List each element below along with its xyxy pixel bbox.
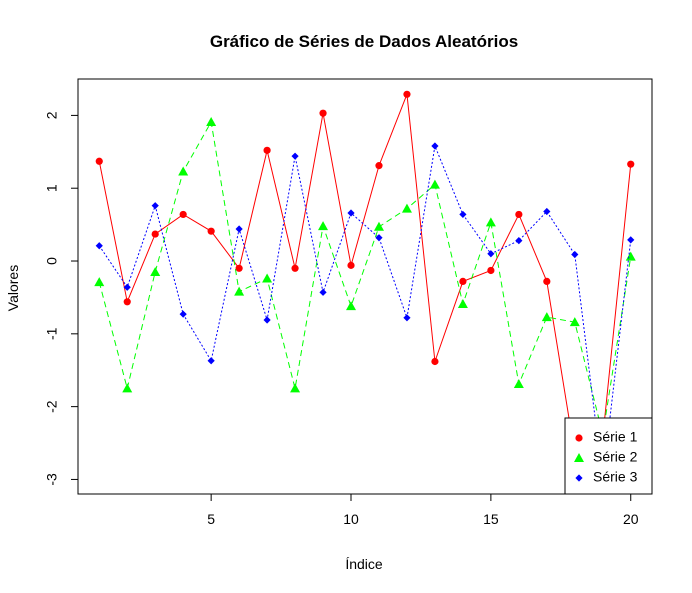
series-line: [98, 120, 632, 435]
data-point: [487, 266, 495, 275]
series-line: [98, 94, 632, 455]
data-point: [347, 209, 355, 217]
data-point: [373, 221, 384, 231]
data-point: [401, 203, 412, 213]
data-point: [627, 236, 635, 244]
data-point: [375, 162, 383, 170]
axes: 5 10 15 20 -3 -2 -1 0 1 2: [44, 78, 653, 527]
data-point: [319, 109, 327, 117]
x-axis-label: Índice: [345, 556, 383, 572]
plot-area: [94, 90, 636, 484]
x-tick-label: 15: [483, 511, 499, 527]
legend: Série 1 Série 2 Série 3: [564, 417, 653, 495]
legend-item: Série 1: [575, 429, 638, 445]
data-point: [459, 277, 467, 286]
series-line: [98, 144, 632, 480]
x-tick-label: 20: [623, 511, 639, 527]
y-tick-label: 2: [44, 111, 60, 119]
data-point: [151, 202, 159, 210]
data-point: [95, 157, 103, 165]
legend-item: Série 3: [575, 469, 638, 485]
chart-title: Gráfico de Séries de Dados Aleatórios: [210, 32, 518, 51]
data-point: [290, 383, 301, 393]
series-1: [95, 90, 635, 458]
data-point: [515, 237, 523, 245]
data-point: [318, 221, 329, 231]
data-point: [403, 90, 411, 98]
data-point: [513, 379, 524, 389]
series-2: [94, 116, 636, 439]
data-point: [403, 314, 411, 322]
data-point: [207, 227, 215, 235]
data-point: [179, 310, 187, 318]
data-point: [627, 160, 635, 168]
data-point: [543, 207, 551, 216]
y-tick-label: 1: [44, 184, 60, 192]
data-point: [179, 210, 187, 219]
data-point: [95, 242, 103, 250]
data-point: [235, 264, 243, 272]
data-point: [151, 230, 159, 238]
y-tick-label: 0: [44, 257, 60, 265]
data-point: [515, 210, 523, 219]
data-point: [459, 210, 467, 219]
y-axis-label: Valores: [5, 265, 21, 311]
legend-label: Série 1: [593, 429, 638, 445]
data-point: [575, 474, 583, 482]
y-tick-label: -1: [44, 327, 60, 340]
data-point: [457, 298, 468, 308]
data-point: [431, 357, 439, 366]
data-point: [123, 283, 131, 291]
legend-item: Série 2: [574, 449, 638, 465]
data-point: [178, 166, 189, 176]
data-point: [319, 288, 327, 296]
data-point: [575, 434, 583, 442]
data-point: [571, 250, 579, 259]
legend-label: Série 3: [593, 469, 638, 485]
data-point: [429, 179, 440, 189]
data-point: [207, 357, 215, 365]
x-tick-label: 10: [343, 511, 359, 527]
data-point: [263, 146, 271, 154]
data-point: [291, 264, 299, 272]
data-point: [625, 251, 636, 261]
data-point: [485, 217, 496, 227]
data-point: [347, 261, 355, 269]
y-tick-label: -3: [44, 473, 60, 486]
data-point: [206, 116, 217, 126]
data-point: [541, 312, 552, 322]
x-tick-label: 5: [207, 511, 215, 527]
data-point: [263, 316, 271, 324]
data-point: [122, 383, 133, 393]
data-point: [346, 301, 357, 311]
data-point: [94, 277, 105, 287]
legend-label: Série 2: [593, 449, 638, 465]
series-3: [95, 142, 635, 484]
data-point: [543, 277, 551, 286]
data-point: [150, 266, 161, 276]
data-point: [431, 142, 439, 150]
y-tick-label: -2: [44, 400, 60, 413]
data-point: [235, 225, 243, 233]
data-point: [487, 250, 495, 258]
data-point: [291, 152, 299, 160]
data-point: [123, 298, 131, 306]
data-point: [234, 286, 245, 296]
data-point: [574, 453, 584, 462]
data-point: [375, 234, 383, 242]
data-point: [262, 273, 273, 283]
data-point: [569, 317, 580, 327]
